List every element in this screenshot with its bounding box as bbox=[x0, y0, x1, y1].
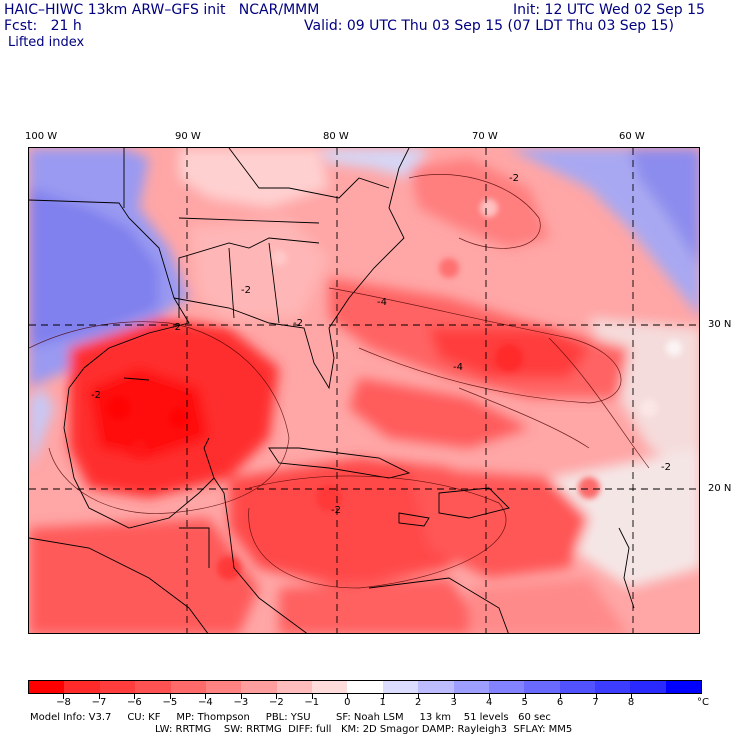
colorbar-swatch bbox=[276, 681, 312, 693]
colorbar-swatch bbox=[29, 681, 65, 693]
colorbar-tick bbox=[524, 694, 526, 699]
colorbar-tick-label: 2 bbox=[415, 697, 422, 708]
colorbar-swatch bbox=[64, 681, 100, 693]
colorbar-swatch bbox=[135, 681, 171, 693]
field-shading bbox=[29, 148, 699, 633]
colorbar-tick-label: −5 bbox=[162, 697, 178, 708]
colorbar-tick bbox=[453, 694, 455, 699]
header-field: Lifted index bbox=[8, 35, 85, 50]
lat-label-20n: 20 N bbox=[708, 483, 732, 494]
colorbar-tick-label: 6 bbox=[556, 697, 564, 708]
contour-label: -2 bbox=[241, 285, 251, 296]
colorbar-unit: °C bbox=[697, 697, 709, 708]
lon-label-90w: 90 W bbox=[175, 131, 201, 142]
colorbar-swatch bbox=[488, 681, 525, 693]
colorbar-tick-label: −2 bbox=[268, 697, 284, 708]
colorbar-tick bbox=[347, 694, 349, 699]
colorbar-tick-label: 7 bbox=[592, 697, 599, 708]
lon-label-70w: 70 W bbox=[472, 131, 498, 142]
contour-label: -2 bbox=[509, 173, 519, 184]
colorbar-tick-label: −1 bbox=[304, 697, 320, 708]
colorbar-tick-label: 5 bbox=[521, 697, 528, 708]
colorbar-tick bbox=[169, 694, 171, 699]
colorbar-tick bbox=[489, 694, 491, 699]
colorbar-tick bbox=[631, 694, 633, 699]
colorbar-swatch bbox=[347, 681, 383, 693]
colorbar-tick-label: −4 bbox=[197, 697, 213, 708]
field-texture bbox=[107, 199, 682, 580]
colorbar-swatch bbox=[559, 681, 595, 693]
lon-label-80w: 80 W bbox=[323, 131, 349, 142]
graticule bbox=[29, 148, 699, 633]
colorbar-tick-label: −7 bbox=[91, 697, 107, 708]
lon-label-60w: 60 W bbox=[619, 131, 645, 142]
contour-label: -2 bbox=[661, 462, 671, 473]
header-title: HAIC–HIWC 13km ARW–GFS init NCAR/MMM bbox=[4, 2, 320, 18]
lon-label-100w: 100 W bbox=[25, 131, 58, 142]
colorbar-tick bbox=[595, 694, 597, 699]
colorbar-tick bbox=[276, 694, 278, 699]
colorbar-tick bbox=[98, 694, 100, 699]
colorbar-swatch bbox=[241, 681, 277, 693]
colorbar-tick-label: 3 bbox=[450, 697, 457, 708]
colorbar-swatch bbox=[205, 681, 242, 693]
map-canvas: -2 -4 -2 -2 -2 -4 -2 -2 -2 bbox=[29, 148, 699, 633]
contour-label: -4 bbox=[377, 297, 387, 308]
colorbar-swatch bbox=[312, 681, 348, 693]
colorbar-swatch bbox=[630, 681, 666, 693]
lifted-index-map: -2 -4 -2 -2 -2 -4 -2 -2 -2 bbox=[28, 147, 700, 634]
header-fcst: Fcst: 21 h bbox=[4, 18, 82, 34]
colorbar-swatch bbox=[453, 681, 489, 693]
colorbar-swatch bbox=[99, 681, 136, 693]
colorbar-tick-label: 8 bbox=[627, 697, 635, 708]
contour-label: -4 bbox=[453, 362, 463, 373]
coastlines bbox=[29, 148, 635, 633]
contour-label: -2 bbox=[293, 318, 303, 329]
colorbar-tick bbox=[63, 694, 65, 699]
colorbar-swatch bbox=[665, 681, 702, 693]
colorbar-tick bbox=[418, 694, 420, 699]
colorbar-tick bbox=[382, 694, 384, 699]
colorbar-tick-label: −8 bbox=[56, 697, 71, 708]
contour-label: -2 bbox=[91, 390, 101, 401]
colorbar-tick-label: 4 bbox=[485, 697, 493, 708]
model-info-line2: LW: RRTMG SW: RRTMG DIFF: full KM: 2D Sm… bbox=[155, 724, 573, 735]
colorbar-tick bbox=[240, 694, 242, 699]
colorbar-tick-label: 0 bbox=[344, 697, 351, 708]
colorbar-swatch bbox=[382, 681, 419, 693]
colorbar-swatch bbox=[170, 681, 206, 693]
colorbar-tick bbox=[560, 694, 562, 699]
colorbar-swatch bbox=[418, 681, 454, 693]
colorbar-tick-label: −3 bbox=[233, 697, 249, 708]
colorbar-tick-label: −6 bbox=[127, 697, 142, 708]
model-info-line1: Model Info: V3.7 CU: KF MP: Thompson PBL… bbox=[30, 712, 551, 723]
lat-label-30n: 30 N bbox=[708, 319, 732, 330]
header-valid: Valid: 09 UTC Thu 03 Sep 15 (07 LDT Thu … bbox=[304, 18, 674, 34]
colorbar-swatch bbox=[524, 681, 560, 693]
contour-label: -2 bbox=[171, 322, 181, 333]
colorbar bbox=[28, 680, 702, 694]
contour-lines bbox=[29, 174, 650, 589]
colorbar-tick bbox=[311, 694, 313, 699]
contour-label: -2 bbox=[331, 505, 341, 516]
colorbar-tick-label: 1 bbox=[379, 697, 386, 708]
colorbar-tick bbox=[134, 694, 136, 699]
colorbar-swatch bbox=[595, 681, 631, 693]
colorbar-tick bbox=[205, 694, 207, 699]
header-init: Init: 12 UTC Wed 02 Sep 15 bbox=[513, 2, 705, 18]
contour-label-group: -2 -4 -2 -2 -2 -4 -2 -2 -2 bbox=[91, 173, 671, 516]
